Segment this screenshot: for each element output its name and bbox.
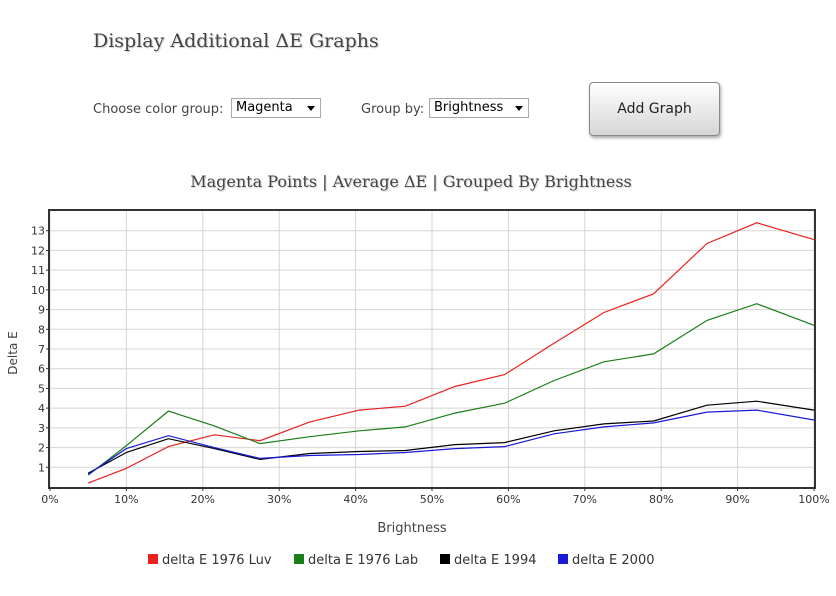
legend-swatch bbox=[440, 554, 450, 564]
x-tick-label: 20% bbox=[191, 493, 215, 506]
series-line-delta-e-1976-lab bbox=[87, 303, 815, 476]
series-line-delta-e-1976-luv bbox=[87, 222, 815, 484]
legend-swatch bbox=[558, 554, 568, 564]
y-tick-label: 11 bbox=[31, 264, 45, 277]
x-tick-label: 80% bbox=[649, 493, 673, 506]
x-tick-label: 60% bbox=[496, 493, 520, 506]
y-tick-label: 10 bbox=[31, 284, 45, 297]
legend-label: delta E 1976 Luv bbox=[162, 553, 272, 568]
legend-swatch bbox=[294, 554, 304, 564]
grid bbox=[49, 211, 815, 487]
y-tick-label: 9 bbox=[38, 304, 45, 317]
y-tick-label: 2 bbox=[38, 442, 45, 455]
y-axis-label: Delta E bbox=[6, 331, 20, 374]
group-by-select[interactable]: Brightness bbox=[429, 98, 529, 118]
chevron-down-icon bbox=[307, 106, 315, 111]
legend-label: delta E 2000 bbox=[572, 553, 655, 568]
color-group-select[interactable]: Magenta bbox=[231, 98, 321, 118]
y-tick-label: 6 bbox=[38, 363, 45, 376]
add-graph-button[interactable]: Add Graph bbox=[589, 82, 720, 136]
group-by-label: Group by: bbox=[361, 102, 425, 117]
legend: delta E 1976 Luv delta E 1976 Lab delta E … bbox=[148, 553, 655, 568]
page-heading: Display Additional ΔE Graphs bbox=[93, 30, 379, 52]
x-axis-label: Brightness bbox=[377, 521, 446, 536]
y-tick-label: 8 bbox=[38, 323, 45, 336]
color-group-label: Choose color group: bbox=[93, 102, 224, 117]
y-tick-label: 5 bbox=[38, 382, 45, 395]
legend-swatch bbox=[148, 554, 158, 564]
chart-title: Magenta Points | Average ΔE | Grouped By… bbox=[190, 172, 632, 191]
y-tick-label: 12 bbox=[31, 244, 45, 257]
x-tick-label: 10% bbox=[114, 493, 138, 506]
legend-label: delta E 1976 Lab bbox=[308, 553, 418, 568]
x-axis-ticks: 0% 10% 20% 30% 40% 50% 60% 70% 80% 90% 100% bbox=[41, 487, 830, 506]
chevron-down-icon bbox=[515, 106, 523, 111]
color-group-value: Magenta bbox=[236, 100, 293, 115]
x-tick-label: 70% bbox=[573, 493, 597, 506]
y-tick-label: 3 bbox=[38, 422, 45, 435]
group-by-value: Brightness bbox=[434, 100, 504, 115]
series-lines bbox=[87, 222, 815, 484]
x-tick-label: 100% bbox=[798, 493, 829, 506]
y-tick-label: 7 bbox=[38, 343, 45, 356]
y-tick-label: 13 bbox=[31, 225, 45, 238]
legend-label: delta E 1994 bbox=[454, 553, 537, 568]
y-tick-label: 1 bbox=[38, 461, 45, 474]
series-line-delta-e-1994 bbox=[87, 400, 815, 474]
y-tick-label: 4 bbox=[38, 402, 45, 415]
x-tick-label: 0% bbox=[41, 493, 58, 506]
x-tick-label: 50% bbox=[420, 493, 444, 506]
x-tick-label: 30% bbox=[267, 493, 291, 506]
x-tick-label: 40% bbox=[343, 493, 367, 506]
series-line-delta-e-2000 bbox=[87, 409, 815, 475]
x-tick-label: 90% bbox=[725, 493, 749, 506]
